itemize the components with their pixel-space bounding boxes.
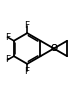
Text: O: O: [50, 44, 57, 53]
Text: O: O: [50, 44, 57, 53]
Text: F: F: [25, 67, 30, 76]
Text: F: F: [25, 21, 30, 30]
Text: F: F: [5, 33, 10, 42]
Text: F: F: [5, 55, 10, 64]
